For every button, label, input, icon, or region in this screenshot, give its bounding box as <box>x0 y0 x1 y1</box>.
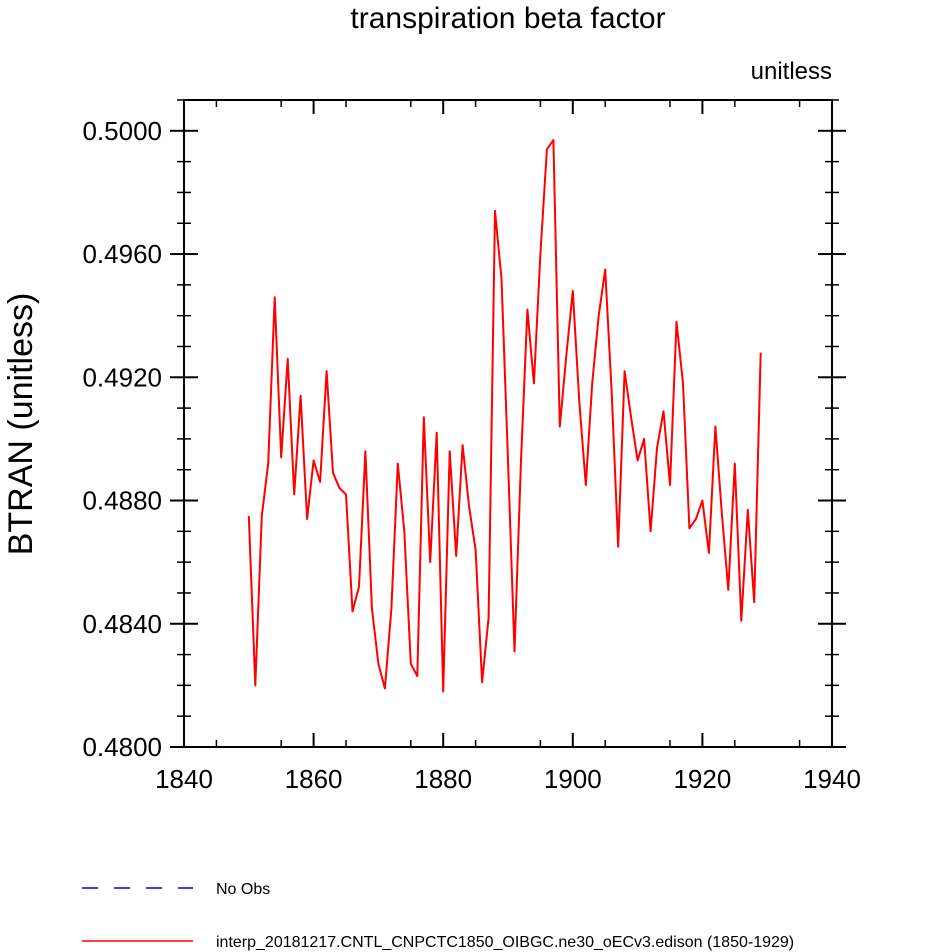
x-tick-label: 1940 <box>803 764 861 794</box>
units-label: unitless <box>751 58 832 85</box>
x-tick-label: 1860 <box>285 764 343 794</box>
y-tick-label: 0.4800 <box>82 732 162 762</box>
chart-title: transpiration beta factor <box>350 2 665 35</box>
axis-tick-labels: 1840 1860 1880 1900 1920 1940 0.4800 0.4840 0.48… <box>82 116 860 794</box>
legend-label: No Obs <box>216 881 270 898</box>
y-tick-label: 0.4840 <box>82 609 162 639</box>
x-tick-label: 1880 <box>414 764 472 794</box>
series-line-btran <box>247 139 762 693</box>
x-tick-label: 1920 <box>673 764 731 794</box>
axis-ticks <box>170 99 846 748</box>
y-tick-label: 0.5000 <box>82 116 162 146</box>
legend: No Obs interp_20181217.CNTL_CNPCTC1850_OI… <box>82 881 794 951</box>
x-tick-label: 1900 <box>544 764 602 794</box>
y-tick-label: 0.4960 <box>82 239 162 269</box>
y-tick-label: 0.4880 <box>82 486 162 516</box>
y-tick-label: 0.4920 <box>82 362 162 392</box>
legend-label: interp_20181217.CNTL_CNPCTC1850_OIBGC.ne… <box>216 934 794 951</box>
plot-frame <box>183 99 833 748</box>
y-axis-label: BTRAN (unitless) <box>2 293 40 556</box>
x-tick-label: 1840 <box>155 764 213 794</box>
